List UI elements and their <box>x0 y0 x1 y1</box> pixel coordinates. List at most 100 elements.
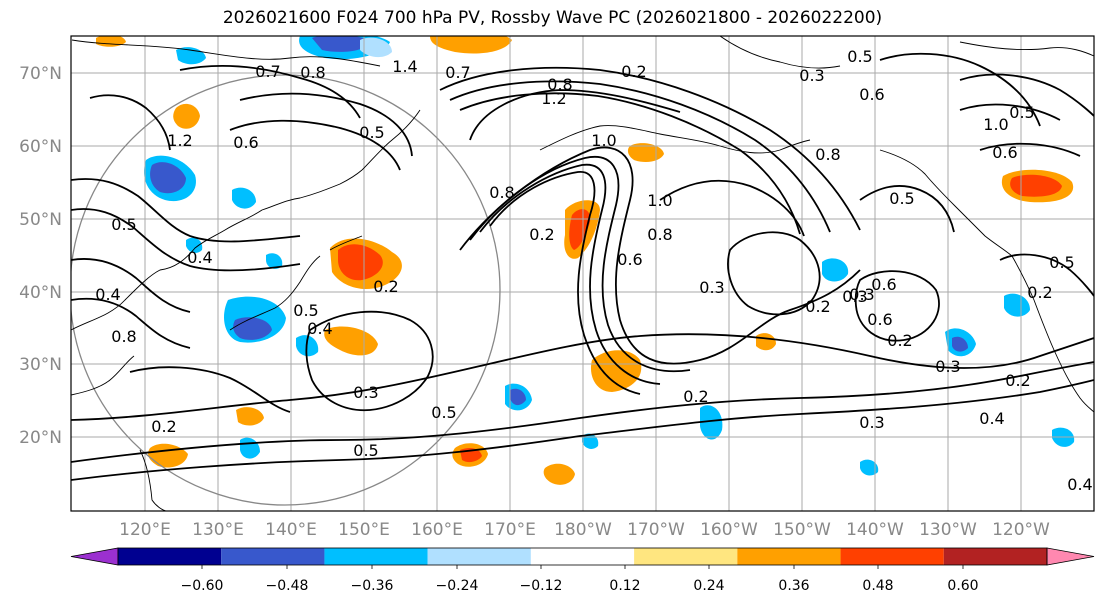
contour-label: 0.3 <box>353 383 378 402</box>
positive-anomaly <box>173 103 200 129</box>
contour-label: 0.6 <box>859 85 884 104</box>
contour-label: 0.8 <box>300 63 325 82</box>
contour-label: 0.6 <box>233 133 258 152</box>
positive-anomaly <box>324 326 378 356</box>
contour-label: 0.5 <box>889 189 914 208</box>
contour-label: 0.4 <box>307 319 332 338</box>
lat-tick-label: 30°N <box>19 355 62 375</box>
lat-tick-label: 40°N <box>19 283 62 303</box>
contour-label: 0.5 <box>293 301 318 320</box>
contour-label: 1.0 <box>647 191 672 210</box>
colorbar-segment <box>221 548 325 565</box>
contour-label: 0.3 <box>799 66 824 85</box>
colorbar-extend-max <box>1046 547 1095 566</box>
contour-label: 0.3 <box>849 285 874 304</box>
colorbar: −0.60 −0.48 −0.36 −0.24 −0.12 0.12 0.24 0.36 0.4… <box>70 547 1095 594</box>
contour-label: 0.4 <box>95 285 120 304</box>
contour-label: 0.3 <box>859 413 884 432</box>
lon-tick-label: 140°E <box>265 520 317 540</box>
colorbar-segment <box>943 548 1047 565</box>
negative-anomaly <box>360 37 392 58</box>
contour-label: 0.2 <box>887 331 912 350</box>
contour-label: 0.6 <box>867 310 892 329</box>
rossby-wave-shading <box>96 36 1075 485</box>
colorbar-segment <box>530 548 635 565</box>
negative-anomaly <box>1004 293 1030 317</box>
lon-tick-label: 150°E <box>338 520 390 540</box>
contour-label: 0.5 <box>359 123 384 142</box>
contour-label: 0.6 <box>871 275 896 294</box>
contour-label: 0.2 <box>151 417 176 436</box>
contour-label: 0.2 <box>1005 371 1030 390</box>
negative-anomaly-core <box>510 388 526 406</box>
contour-label: 0.2 <box>373 277 398 296</box>
colorbar-tick-label: −0.60 <box>181 578 224 594</box>
contour-label: 0.2 <box>683 387 708 406</box>
lat-tick-label: 70°N <box>19 64 62 84</box>
positive-anomaly <box>627 143 664 162</box>
lon-tick-label: 160°E <box>411 520 463 540</box>
colorbar-segment <box>427 548 531 565</box>
colorbar-tick-label: 0.36 <box>778 578 809 594</box>
contour-label: 0.5 <box>1049 253 1074 272</box>
contour-label: 0.7 <box>255 62 280 81</box>
contour-label: 1.2 <box>541 89 566 108</box>
reference-circle <box>71 74 501 506</box>
lon-tick-label: 140°W <box>846 520 904 540</box>
positive-anomaly <box>543 463 575 485</box>
contour-label: 0.5 <box>1009 103 1034 122</box>
lon-tick-label: 170°E <box>484 520 536 540</box>
lat-tick-label: 20°N <box>19 428 62 448</box>
contour-label: 0.3 <box>842 287 867 306</box>
negative-anomaly-core <box>150 162 186 194</box>
colorbar-tick-label: 0.12 <box>609 578 640 594</box>
contour-label: 0.5 <box>111 215 136 234</box>
colorbar-outline <box>117 547 1048 566</box>
colorbar-segment <box>324 548 428 565</box>
lon-tick-label: 130°E <box>192 520 244 540</box>
contour-label: 0.4 <box>187 248 212 267</box>
contour-label: 0.5 <box>847 47 872 66</box>
lon-tick-label: 130°W <box>919 520 977 540</box>
contour-label: 0.8 <box>489 183 514 202</box>
contour-label: 0.4 <box>979 409 1004 428</box>
negative-anomaly-core <box>312 36 372 52</box>
positive-anomaly <box>590 350 642 392</box>
lon-tick-label: 120°E <box>119 520 171 540</box>
negative-anomaly <box>186 237 203 253</box>
negative-anomaly <box>822 258 849 282</box>
lon-tick-label: 170°W <box>627 520 685 540</box>
colorbar-extend-min <box>70 547 119 566</box>
positive-anomaly-core <box>338 244 383 281</box>
lon-tick-label: 180°W <box>554 520 612 540</box>
contour-label: 0.4 <box>1067 475 1092 494</box>
contour-label: 0.8 <box>111 327 136 346</box>
contour-label: 0.8 <box>815 145 840 164</box>
colorbar-tick-label: −0.36 <box>351 578 394 594</box>
contour-label: 0.3 <box>699 278 724 297</box>
lat-tick-label: 50°N <box>19 210 62 230</box>
longitude-axis: 120°E 130°E 140°E 150°E 160°E 170°E 180°W 170°W… <box>119 520 1050 540</box>
contour-label: 0.8 <box>647 225 672 244</box>
lon-tick-label: 150°W <box>773 520 831 540</box>
contour-label: 1.2 <box>167 131 192 150</box>
positive-anomaly-core <box>1010 174 1062 197</box>
contour-label: 0.2 <box>1027 283 1052 302</box>
colorbar-tick-label: 0.60 <box>947 578 978 594</box>
negative-anomaly <box>232 187 256 209</box>
positive-anomaly <box>430 36 512 54</box>
colorbar-segment <box>737 548 841 565</box>
positive-anomaly <box>236 407 264 426</box>
colorbar-tick-label: 0.48 <box>862 578 893 594</box>
contour-label: 0.5 <box>431 403 456 422</box>
colorbar-segment <box>118 548 222 565</box>
coastlines <box>71 36 1094 511</box>
contour-label: 0.2 <box>805 297 830 316</box>
lat-tick-label: 60°N <box>19 137 62 157</box>
contour-label: 0.2 <box>529 225 554 244</box>
map-border <box>70 35 1095 512</box>
contour-labels: 0.7 0.8 1.4 0.7 0.2 0.30.50.81.2 0.61.00.60.51… <box>95 47 1092 494</box>
contour-label: 0.6 <box>617 250 642 269</box>
contour-label: 1.4 <box>392 57 417 76</box>
